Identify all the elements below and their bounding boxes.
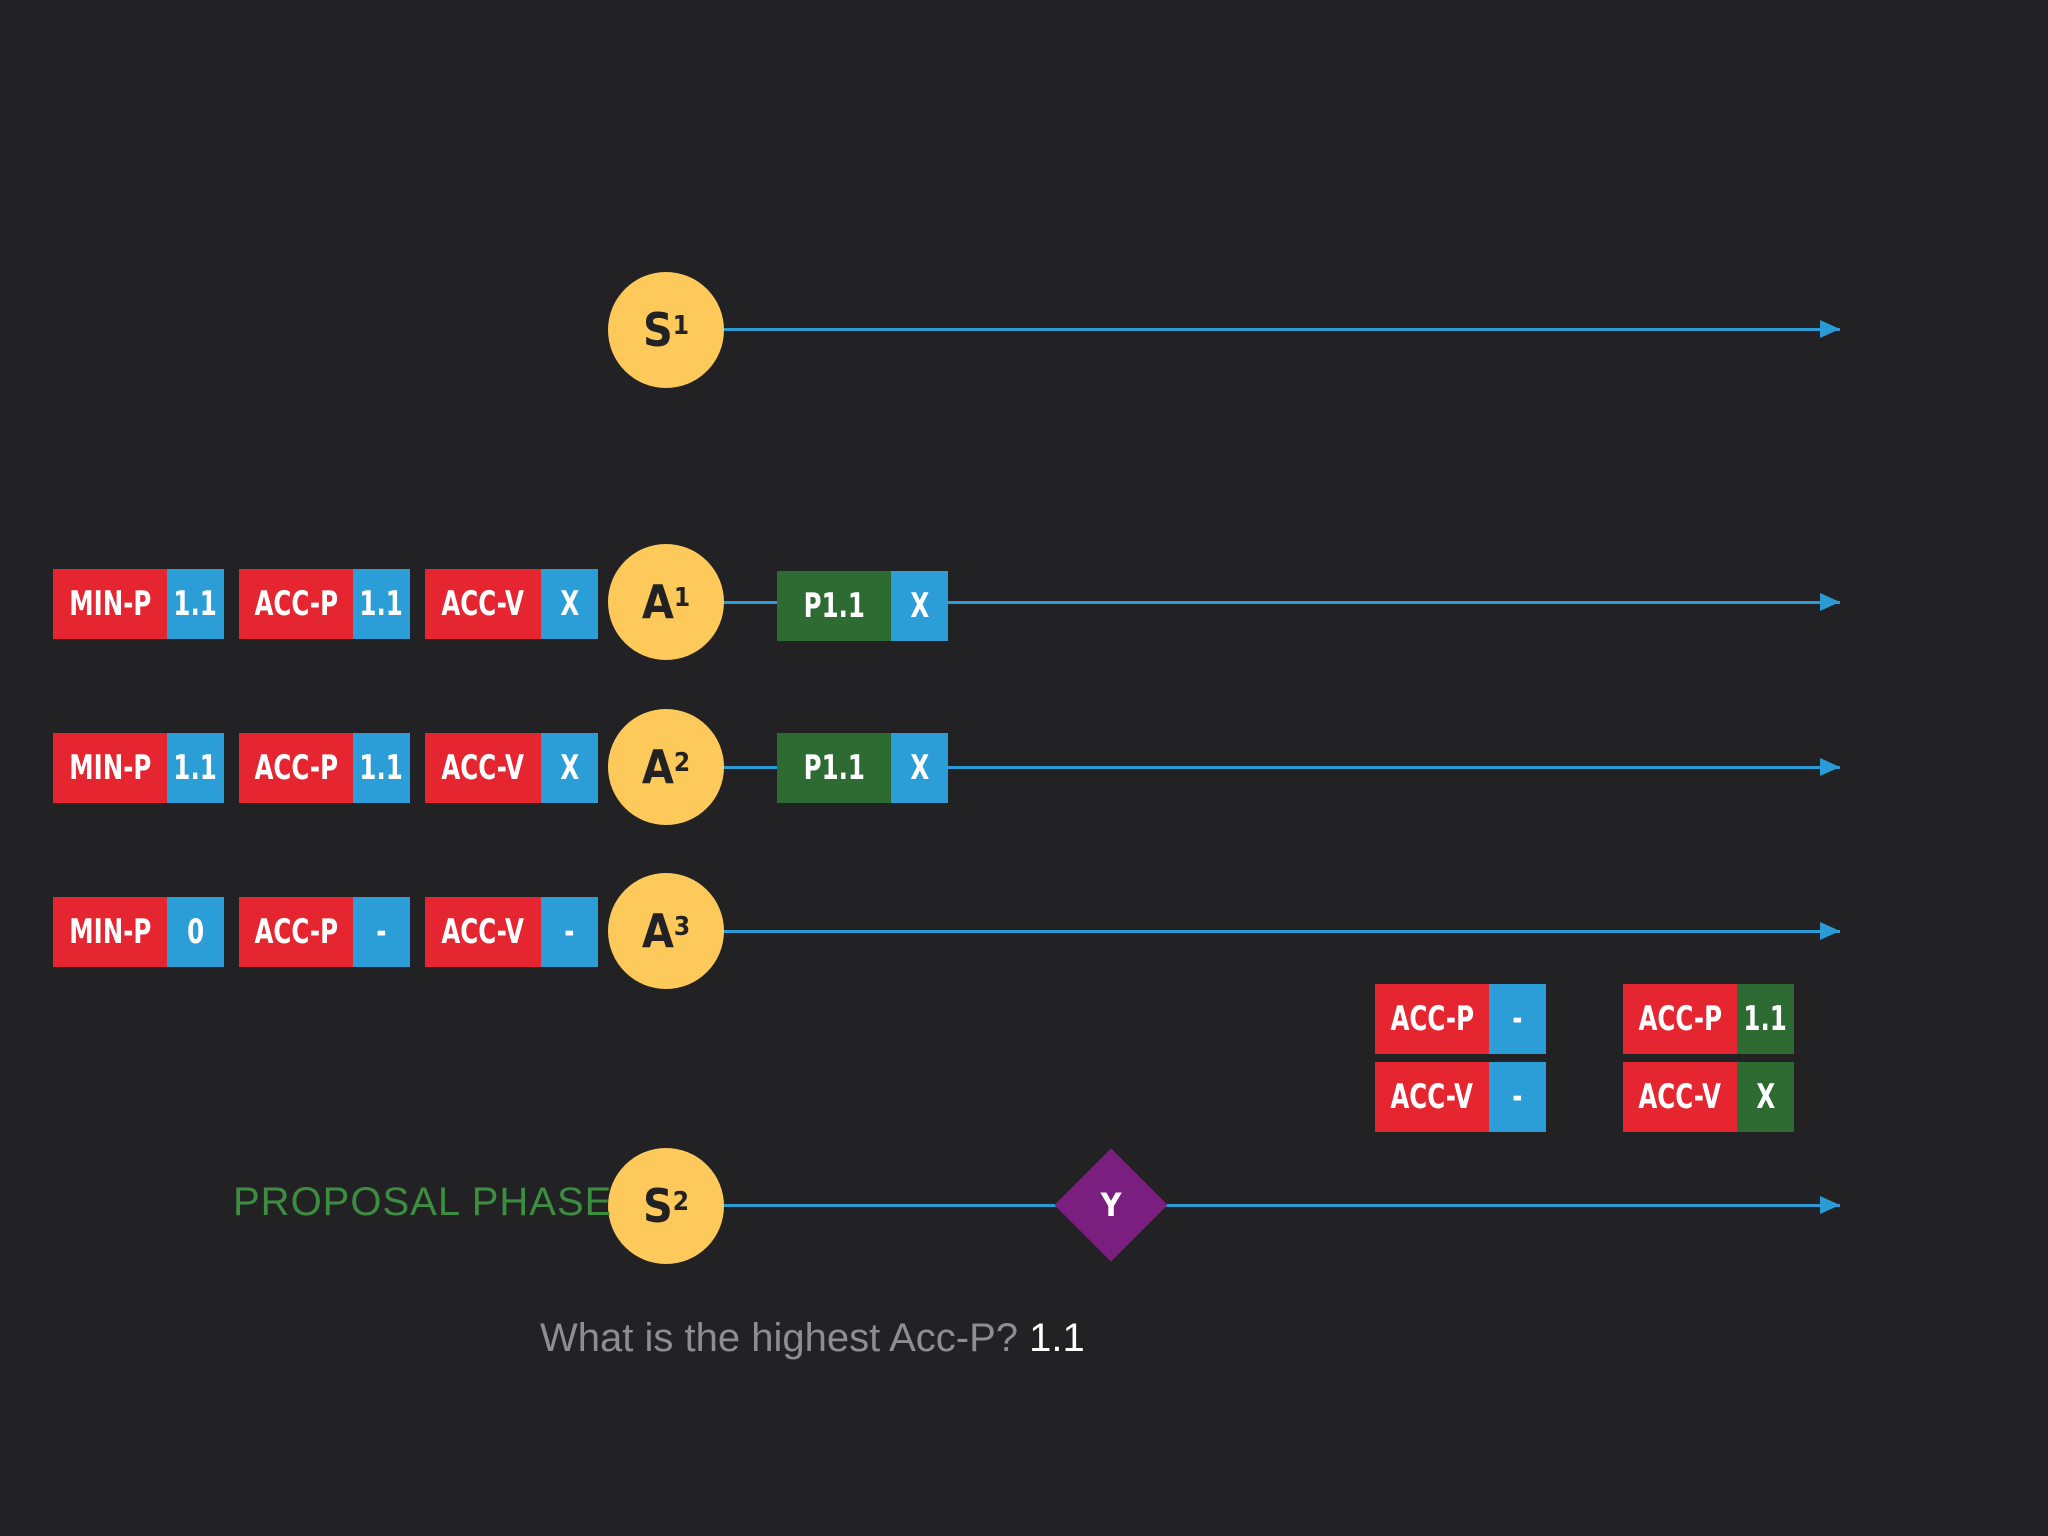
a1-min-p-key: MIN-P (68, 584, 152, 624)
a1-arrowhead-icon (1820, 593, 1840, 611)
a2-message-value: X (910, 748, 929, 788)
question: What is the highest Acc-P? 1.1 (540, 1316, 1085, 1361)
node-a3-letter: A (641, 904, 674, 958)
s2-before-acc-v-tag: ACC-V - (1375, 1062, 1546, 1132)
s2-after-acc-p-key: ACC-P (1638, 999, 1722, 1039)
a1-message-tag: P1.1 X (777, 571, 948, 641)
a2-acc-p-key: ACC-P (254, 748, 338, 788)
a2-acc-p-value: 1.1 (359, 748, 404, 788)
a1-acc-v-key: ACC-V (441, 584, 525, 624)
a1-min-p-tag: MIN-P 1.1 (53, 569, 224, 639)
a3-arrowhead-icon (1820, 922, 1840, 940)
phase-label: PROPOSAL PHASE (233, 1180, 613, 1224)
a1-acc-v-tag: ACC-V X (425, 569, 598, 639)
a1-acc-p-tag: ACC-P 1.1 (239, 569, 410, 639)
s2-before-acc-v-value: - (1512, 1077, 1523, 1117)
s2-before-acc-v-key: ACC-V (1390, 1077, 1474, 1117)
a2-min-p-key: MIN-P (68, 748, 152, 788)
a3-min-p-key: MIN-P (68, 912, 152, 952)
s2-after-acc-v-tag: ACC-V X (1623, 1062, 1794, 1132)
a3-min-p-value: 0 (186, 912, 205, 952)
a3-acc-v-value: - (564, 912, 575, 952)
a2-min-p-value: 1.1 (173, 748, 218, 788)
s1-arrowhead-icon (1820, 320, 1840, 338)
a1-timeline (720, 601, 1840, 604)
question-answer: 1.1 (1029, 1316, 1085, 1360)
s2-before-acc-p-tag: ACC-P - (1375, 984, 1546, 1054)
a3-timeline (720, 930, 1840, 933)
s2-after-acc-v-key: ACC-V (1638, 1077, 1722, 1117)
a1-min-p-value: 1.1 (173, 584, 218, 624)
a3-acc-v-key: ACC-V (441, 912, 525, 952)
node-a2-index: 2 (673, 748, 691, 778)
a1-acc-p-key: ACC-P (254, 584, 338, 624)
s2-after-acc-v-value: X (1756, 1077, 1775, 1117)
s2-arrowhead-icon (1820, 1196, 1840, 1214)
node-a1-index: 1 (673, 583, 691, 613)
a3-acc-p-tag: ACC-P - (239, 897, 410, 967)
node-s1-letter: S (642, 303, 673, 357)
node-s2-index: 2 (672, 1187, 690, 1217)
a1-message-key: P1.1 (803, 586, 865, 626)
a1-acc-v-value: X (560, 584, 579, 624)
node-s1-index: 1 (672, 311, 690, 341)
a2-acc-p-tag: ACC-P 1.1 (239, 733, 410, 803)
a2-acc-v-tag: ACC-V X (425, 733, 598, 803)
node-a3-index: 3 (673, 912, 691, 942)
a1-acc-p-value: 1.1 (359, 584, 404, 624)
a2-message-key: P1.1 (803, 748, 865, 788)
a1-message-value: X (910, 586, 929, 626)
a3-acc-p-key: ACC-P (254, 912, 338, 952)
a3-min-p-tag: MIN-P 0 (53, 897, 224, 967)
a3-acc-v-tag: ACC-V - (425, 897, 598, 967)
node-s2-letter: S (642, 1179, 673, 1233)
a2-message-tag: P1.1 X (777, 733, 948, 803)
node-a1-letter: A (641, 575, 674, 629)
s2-timeline (720, 1204, 1840, 1207)
a2-acc-v-key: ACC-V (441, 748, 525, 788)
s2-value-label: Y (1100, 1186, 1122, 1224)
a2-timeline (720, 766, 1840, 769)
a2-arrowhead-icon (1820, 758, 1840, 776)
question-text: What is the highest Acc-P? (540, 1316, 1019, 1360)
s2-before-acc-p-value: - (1512, 999, 1523, 1039)
a2-acc-v-value: X (560, 748, 579, 788)
s2-before-acc-p-key: ACC-P (1390, 999, 1474, 1039)
a3-acc-p-value: - (376, 912, 387, 952)
node-a2-letter: A (641, 740, 674, 794)
a2-min-p-tag: MIN-P 1.1 (53, 733, 224, 803)
s1-timeline (720, 328, 1840, 331)
s2-after-acc-p-value: 1.1 (1743, 999, 1788, 1039)
s2-after-acc-p-tag: ACC-P 1.1 (1623, 984, 1794, 1054)
